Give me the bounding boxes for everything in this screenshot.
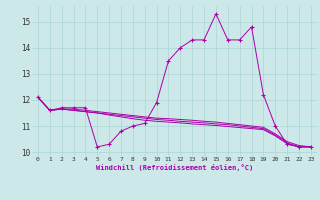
X-axis label: Windchill (Refroidissement éolien,°C): Windchill (Refroidissement éolien,°C) (96, 164, 253, 171)
